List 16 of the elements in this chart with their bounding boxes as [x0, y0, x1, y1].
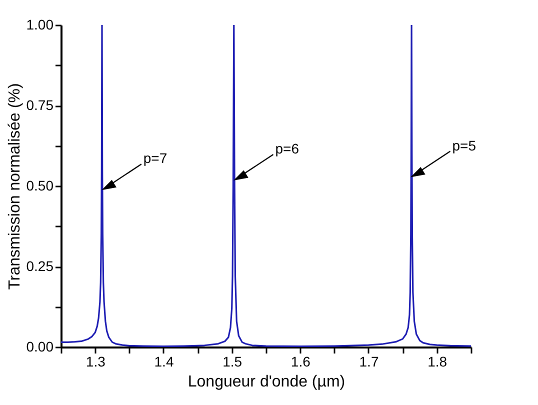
x-tick-label: 1.8: [428, 354, 448, 370]
annotation: p=5: [452, 137, 476, 154]
y-axis-title: Transmission normalisée (%): [6, 83, 24, 290]
y-tick-label: 0.50: [26, 178, 54, 194]
y-tick-label: 0.75: [26, 97, 54, 113]
x-axis-title: Longueur d'onde (µm): [188, 374, 346, 390]
y-tick-label: 0.25: [26, 258, 54, 274]
annotation: p=6: [275, 140, 300, 157]
x-tick-label: 1.6: [290, 354, 311, 370]
y-tick-label: 1.00: [26, 16, 54, 32]
annotation: p=7: [143, 150, 168, 166]
x-tick-label: 1.4: [154, 354, 174, 370]
x-tick-label: 1.7: [359, 354, 379, 370]
x-tick-label: 1.5: [222, 354, 242, 370]
x-tick-label: 1.3: [86, 354, 106, 370]
y-tick-label: 0.00: [26, 338, 54, 354]
